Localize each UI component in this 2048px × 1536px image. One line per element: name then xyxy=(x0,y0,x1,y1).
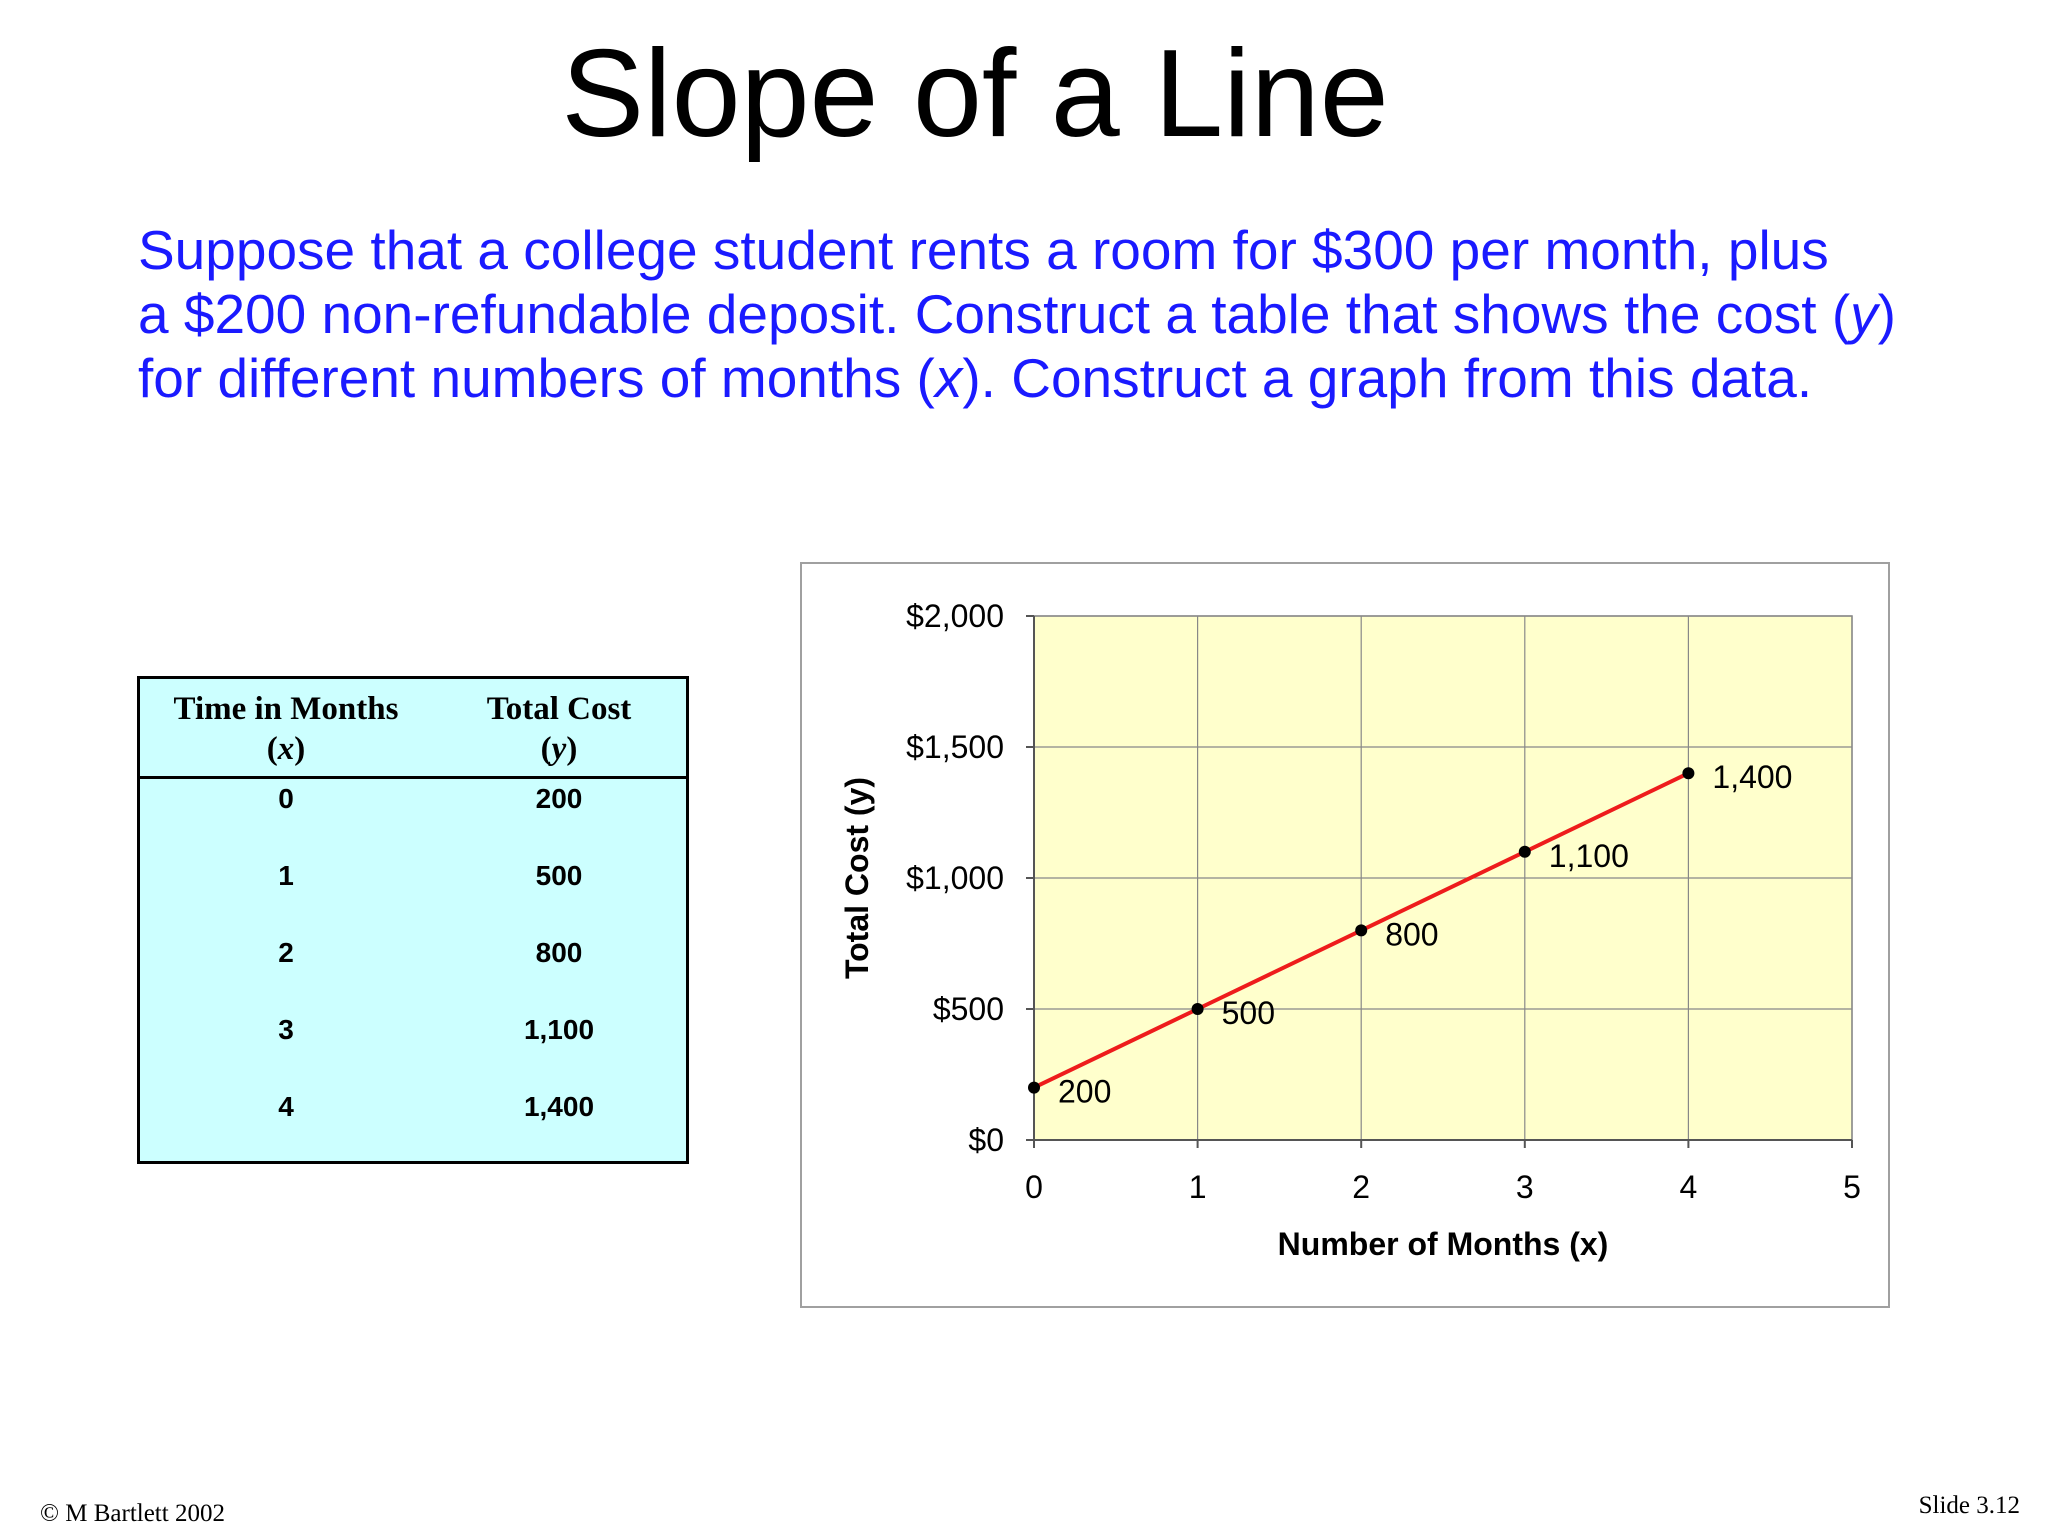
problem-line: for different numbers of months (x). Con… xyxy=(138,347,1813,409)
x-tick-label: 4 xyxy=(1680,1169,1698,1205)
table-row: 0 200 xyxy=(140,779,686,819)
table-cell-x: 4 xyxy=(278,1091,294,1122)
problem-line: a $200 non-refundable deposit. Construct… xyxy=(138,283,1896,345)
slide-title: Slope of a Line xyxy=(561,25,1389,163)
table-cell-x: 3 xyxy=(278,1014,294,1045)
header-time-in-months: Time in Months (x) xyxy=(173,691,399,767)
x-axis-label: Number of Months (x) xyxy=(1278,1226,1609,1262)
data-label: 1,100 xyxy=(1549,838,1629,874)
x-tick-label: 5 xyxy=(1843,1169,1861,1205)
data-table: Time in Months (x) Total Cost (y) 0 200 1 5… xyxy=(137,676,689,1164)
data-point xyxy=(1355,924,1368,937)
table-cell-y: 1,400 xyxy=(523,1091,595,1122)
data-label: 500 xyxy=(1222,995,1275,1031)
table-row: 2 800 xyxy=(140,933,686,973)
line-chart: $0 $500 $1,000 $1,500 $2,000 0 1 2 3 4 5 Number of … xyxy=(839,598,1861,1262)
x-tick-label: 2 xyxy=(1352,1169,1370,1205)
copyright-footer: © M Bartlett 2002 xyxy=(40,1500,225,1527)
table-row: 4 1,400 xyxy=(140,1087,686,1127)
table-row: 1 500 xyxy=(140,856,686,896)
x-tick-label: 0 xyxy=(1025,1169,1043,1205)
y-tick-label: $1,000 xyxy=(906,860,1004,896)
table-cell-y: 1,100 xyxy=(523,1014,595,1045)
y-tick-label: $1,500 xyxy=(906,729,1004,765)
y-tick-label: $0 xyxy=(968,1122,1004,1158)
x-tick-label: 1 xyxy=(1189,1169,1207,1205)
data-label: 800 xyxy=(1385,916,1438,952)
table-cell-x: 2 xyxy=(278,937,294,968)
data-label: 200 xyxy=(1058,1074,1111,1110)
header-total-cost: Total Cost (y) xyxy=(486,691,632,767)
slide-number: Slide 3.12 xyxy=(1918,1492,2020,1519)
problem-statement: Suppose that a college student rents a r… xyxy=(138,218,2018,410)
problem-line: Suppose that a college student rents a r… xyxy=(138,219,1829,281)
chart-frame: $0 $500 $1,000 $1,500 $2,000 0 1 2 3 4 5 Number of … xyxy=(800,562,1890,1308)
table-header-row: Time in Months (x) Total Cost (y) xyxy=(140,679,686,779)
data-point xyxy=(1191,1003,1204,1015)
data-point xyxy=(1028,1081,1040,1094)
y-tick-label: $2,000 xyxy=(906,598,1004,634)
x-tick-label: 3 xyxy=(1516,1169,1534,1205)
data-point xyxy=(1682,767,1695,780)
y-tick-label: $500 xyxy=(933,991,1004,1027)
data-point xyxy=(1518,845,1531,858)
data-label: 1,400 xyxy=(1712,759,1792,795)
table-cell-y: 200 xyxy=(535,783,583,814)
table-cell-x: 0 xyxy=(278,783,294,814)
y-axis-label: Total Cost (y) xyxy=(839,777,875,979)
table-cell-x: 1 xyxy=(278,860,294,891)
table-cell-y: 500 xyxy=(535,860,583,891)
table-row: 3 1,100 xyxy=(140,1010,686,1050)
table-cell-y: 800 xyxy=(535,937,583,968)
